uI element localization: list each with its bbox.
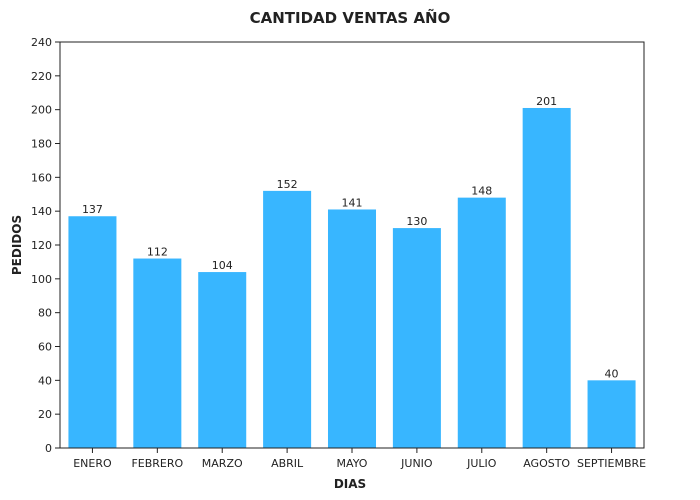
data-label: 137 [82, 203, 103, 216]
data-labels-layer: 137 112 104 152 141 130 148 201 40 [82, 95, 619, 380]
y-tick-label: 120 [31, 239, 52, 252]
y-tick-label: 220 [31, 70, 52, 83]
y-tick-label: 180 [31, 138, 52, 151]
y-axis-label: PEDIDOS [10, 215, 24, 275]
y-ticks-layer: 0 20 40 60 80 100 120 140 160 180 200 220 240 [31, 36, 60, 455]
bar [392, 228, 441, 448]
y-tick-label: 200 [31, 104, 52, 117]
x-tick-label: AGOSTO [523, 457, 570, 470]
x-tick-label: MARZO [202, 457, 243, 470]
data-label: 104 [212, 259, 233, 272]
y-tick-label: 20 [38, 408, 52, 421]
data-label: 201 [536, 95, 557, 108]
y-tick-label: 0 [45, 442, 52, 455]
bars-layer [68, 107, 636, 448]
data-label: 152 [277, 178, 298, 191]
bar [263, 190, 312, 448]
y-tick-label: 240 [31, 36, 52, 49]
data-label: 130 [406, 215, 427, 228]
y-tick-label: 140 [31, 205, 52, 218]
x-tick-label: MAYO [337, 457, 368, 470]
bar [522, 107, 571, 448]
data-label: 148 [471, 185, 492, 198]
y-tick-label: 80 [38, 307, 52, 320]
bar [133, 258, 182, 448]
data-label: 112 [147, 246, 168, 259]
x-ticks-layer: ENERO FEBRERO MARZO ABRIL MAYO JUNIO JULIO AGOS… [73, 448, 646, 470]
y-tick-label: 40 [38, 374, 52, 387]
x-tick-label: ENERO [73, 457, 112, 470]
x-axis-label: DIAS [334, 477, 366, 491]
bar [68, 216, 117, 448]
y-tick-label: 100 [31, 273, 52, 286]
plot-frame [59, 41, 645, 449]
y-tick-label: 160 [31, 171, 52, 184]
x-tick-label: JUNIO [400, 457, 433, 470]
x-tick-label: SEPTIEMBRE [577, 457, 646, 470]
y-tick-label: 60 [38, 341, 52, 354]
data-label: 40 [605, 367, 619, 380]
chart-title: CANTIDAD VENTAS AÑO [250, 8, 451, 27]
bar [587, 380, 636, 448]
bar [327, 209, 377, 448]
bar [198, 272, 247, 448]
x-tick-label: JULIO [466, 457, 497, 470]
x-tick-label: ABRIL [271, 457, 304, 470]
bar [457, 197, 506, 448]
x-tick-label: FEBRERO [131, 457, 183, 470]
data-label: 141 [342, 196, 363, 209]
